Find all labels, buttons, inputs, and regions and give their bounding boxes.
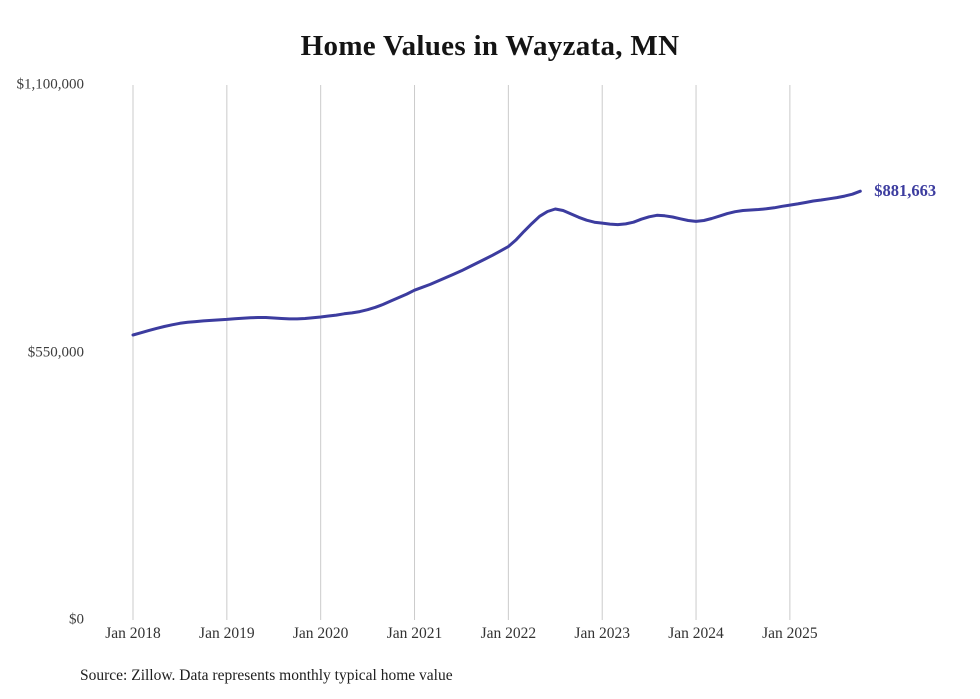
home-value-line xyxy=(131,189,862,337)
x-axis-tick-label: Jan 2020 xyxy=(292,625,349,642)
latest-value-label: $881,663 xyxy=(874,181,937,201)
y-axis-tick-label: $1,100,000 xyxy=(16,76,85,93)
y-axis-tick-label: $550,000 xyxy=(27,344,84,360)
x-axis-tick-label: Jan 2025 xyxy=(762,625,818,642)
x-axis-tick-label: Jan 2018 xyxy=(105,625,161,642)
x-axis-tick-label: Jan 2019 xyxy=(199,625,255,642)
chart-title: Home Values in Wayzata, MN xyxy=(300,30,680,62)
x-axis-tick-label: Jan 2023 xyxy=(574,625,630,642)
x-axis-tick-label: Jan 2022 xyxy=(480,625,537,642)
source-note: Source: Zillow. Data represents monthly … xyxy=(80,667,453,684)
x-axis-tick-label: Jan 2024 xyxy=(668,625,724,642)
x-axis-tick-label: Jan 2021 xyxy=(386,625,443,642)
y-axis-tick-label: $0 xyxy=(69,611,84,628)
gridlines xyxy=(132,85,791,620)
